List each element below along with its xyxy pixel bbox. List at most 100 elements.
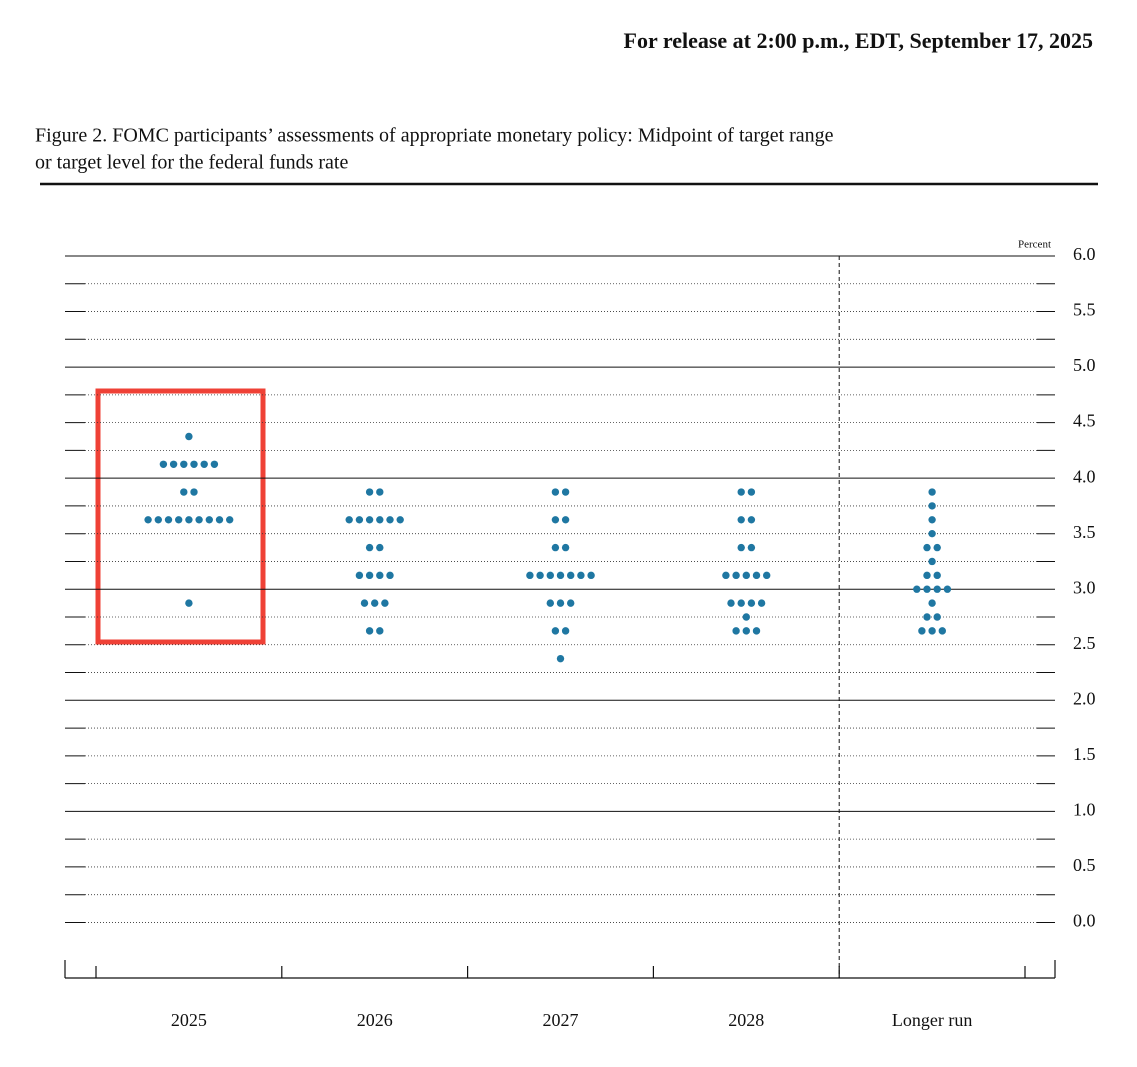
y-tick-label: 1.5: [1073, 744, 1096, 764]
dot: [561, 543, 570, 552]
dot: [742, 571, 750, 580]
x-tick-label: 2026: [357, 1010, 393, 1030]
dot: [381, 599, 389, 607]
dot: [355, 571, 364, 580]
dot: [210, 460, 219, 468]
dot: [918, 627, 926, 635]
dot: [928, 557, 936, 566]
dot: [360, 599, 369, 607]
dot: [567, 599, 575, 607]
dot: [928, 502, 936, 510]
dot: [933, 585, 941, 593]
dot: [938, 627, 946, 635]
dot: [185, 516, 193, 524]
dot: [737, 488, 745, 496]
dot: [737, 543, 745, 552]
dot: [923, 585, 931, 593]
dot: [923, 613, 931, 621]
y-tick-label: 1.0: [1073, 800, 1096, 820]
dot: [567, 571, 575, 580]
dot: [200, 460, 208, 468]
dot: [546, 599, 554, 607]
dot: [180, 488, 188, 496]
dot: [763, 571, 771, 580]
highlight-box: [95, 388, 266, 645]
dot: [732, 627, 740, 635]
y-tick-label: 3.0: [1073, 577, 1096, 597]
dot: [933, 613, 941, 621]
dot: [345, 516, 353, 524]
dot: [556, 599, 565, 607]
dot: [928, 599, 936, 607]
dot: [396, 516, 404, 524]
dot: [154, 516, 162, 524]
dot: [577, 571, 585, 580]
x-tick-label: 2028: [728, 1010, 764, 1030]
x-tick-label: 2027: [543, 1010, 579, 1030]
dot: [913, 585, 921, 593]
dot: [561, 516, 570, 524]
dot: [376, 571, 384, 580]
x-tick-label: Longer run: [892, 1010, 972, 1030]
dot: [159, 460, 168, 468]
dot: [732, 571, 740, 580]
chart-title: Figure 2. FOMC participants’ assessments…: [35, 125, 834, 147]
dot: [933, 543, 941, 552]
y-tick-label: 4.0: [1073, 466, 1096, 486]
dot: [526, 571, 534, 580]
y-tick-label: 2.0: [1073, 688, 1096, 708]
dot: [757, 599, 766, 607]
y-tick-label: 0.5: [1073, 855, 1096, 875]
dot: [226, 516, 234, 524]
y-tick-label: 2.5: [1073, 633, 1096, 653]
dot: [376, 543, 384, 552]
dot: [551, 488, 560, 496]
dot: [752, 627, 761, 635]
dot: [365, 571, 374, 580]
dot: [737, 599, 745, 607]
x-tick-label: 2025: [171, 1010, 207, 1030]
dot: [556, 571, 565, 580]
dot: [546, 571, 554, 580]
dot: [587, 571, 595, 580]
dot: [551, 516, 560, 524]
dot: [928, 627, 936, 635]
dot: [933, 571, 941, 580]
dot: [365, 543, 374, 552]
dot: [169, 460, 178, 468]
dot: [551, 627, 560, 635]
dot: [928, 488, 936, 496]
y-tick-label: 5.5: [1073, 300, 1096, 320]
dot: [376, 516, 384, 524]
dot: [747, 516, 756, 524]
dot: [556, 654, 565, 663]
y-unit: Percent: [1018, 239, 1051, 251]
dot: [365, 627, 374, 635]
dot: [215, 516, 224, 524]
dot: [376, 488, 384, 496]
dot: [742, 627, 750, 635]
dot: [175, 516, 183, 524]
dot: [561, 488, 570, 496]
y-tick-label: 4.5: [1073, 411, 1096, 431]
dot: [205, 516, 213, 524]
dot: [923, 543, 931, 552]
y-tick-label: 0.0: [1073, 911, 1096, 931]
dot: [747, 599, 756, 607]
dot: [190, 460, 198, 468]
dot: [144, 516, 152, 524]
dot: [551, 543, 560, 552]
dot: [742, 613, 750, 621]
dot: [185, 432, 193, 441]
dot: [536, 571, 544, 580]
dot: [376, 627, 384, 635]
y-tick-label: 5.0: [1073, 355, 1096, 375]
dot: [943, 585, 952, 593]
dot: [190, 488, 198, 496]
release-note: For release at 2:00 p.m., EDT, September…: [624, 28, 1093, 53]
dot: [371, 599, 379, 607]
dot: [185, 599, 193, 607]
dot: [195, 516, 203, 524]
